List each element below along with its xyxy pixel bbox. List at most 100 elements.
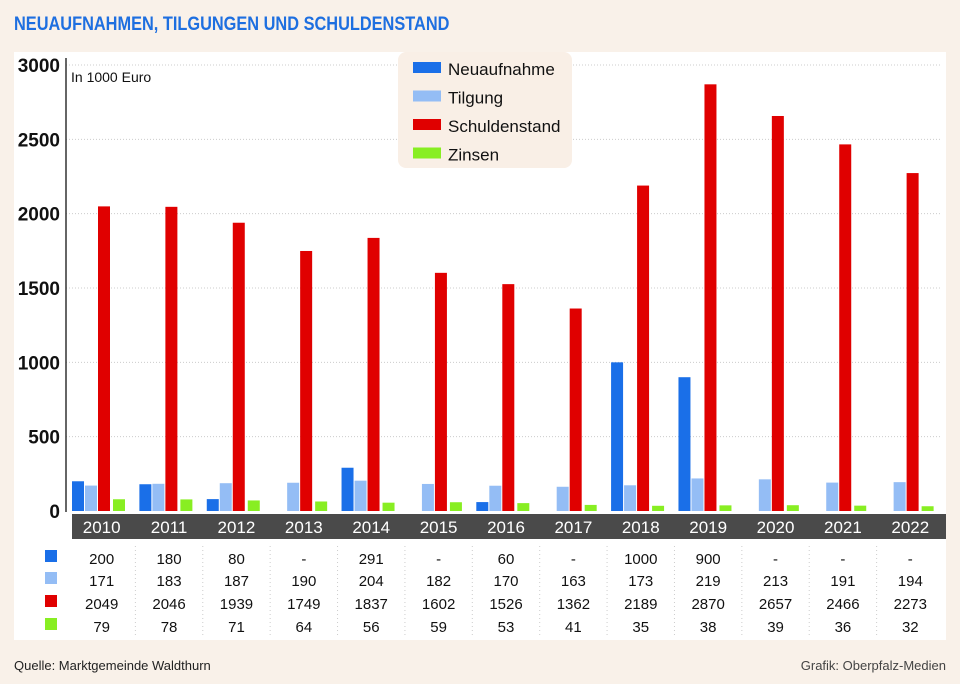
table-value: 64	[296, 619, 313, 636]
table-value: 71	[228, 619, 245, 636]
bar-zinsen-2017	[584, 504, 597, 511]
bar-tilgung-2020	[758, 479, 771, 511]
table-value: -	[571, 551, 576, 568]
table-value: 194	[898, 573, 923, 590]
bar-zinsen-2011	[180, 499, 193, 511]
bar-tilgung-2018	[624, 485, 637, 511]
table-value: 35	[632, 619, 649, 636]
bar-tilgung-2019	[691, 478, 704, 511]
bar-zinsen-2010	[113, 499, 125, 511]
bar-neuaufnahme-2018	[611, 362, 624, 511]
table-value: 291	[359, 551, 384, 568]
table-value: 173	[628, 573, 653, 590]
table-value: -	[301, 551, 306, 568]
bar-zinsen-2018	[652, 505, 665, 511]
bar-zinsen-2014	[382, 502, 395, 511]
bar-neuaufnahme-2016	[476, 502, 489, 511]
legend-label: Neuaufnahme	[448, 60, 555, 79]
y-tick-label: 500	[28, 428, 60, 449]
y-tick-label: 2500	[18, 130, 60, 151]
bar-zinsen-2020	[786, 505, 799, 511]
bar-zinsen-2015	[449, 502, 462, 511]
bar-neuaufnahme-2012	[206, 499, 219, 511]
y-tick-label: 3000	[18, 56, 60, 77]
bar-schuldenstand-2011	[165, 206, 178, 511]
table-value: -	[436, 551, 441, 568]
legend-swatch	[413, 147, 441, 159]
table-value: 1526	[489, 596, 522, 613]
table-value: 32	[902, 619, 919, 636]
bar-zinsen-2022	[921, 506, 934, 511]
table-value: 183	[157, 573, 182, 590]
x-tick-label: 2012	[218, 518, 256, 537]
bar-tilgung-2015	[421, 483, 434, 511]
bar-neuaufnahme-2014	[341, 467, 354, 511]
source-note: Quelle: Marktgemeinde Waldthurn	[14, 658, 211, 673]
table-value: 180	[157, 551, 182, 568]
bar-schuldenstand-2014	[367, 237, 380, 511]
table-value: 200	[89, 551, 114, 568]
table-value: 1749	[287, 596, 320, 613]
x-tick-label: 2021	[824, 518, 862, 537]
bar-schuldenstand-2018	[637, 185, 650, 511]
credit-note: Grafik: Oberpfalz-Medien	[800, 658, 946, 673]
table-value: 2049	[85, 596, 118, 613]
bar-schuldenstand-2019	[704, 84, 717, 512]
table-value: 2657	[759, 596, 792, 613]
legend-label: Tilgung	[448, 89, 503, 108]
bar-neuaufnahme-2010	[72, 481, 84, 511]
table-value: 79	[93, 619, 110, 636]
table-value: 213	[763, 573, 788, 590]
bar-schuldenstand-2013	[300, 250, 313, 511]
bar-schuldenstand-2010	[98, 206, 110, 511]
table-value: 80	[228, 551, 245, 568]
table-value: 1000	[624, 551, 657, 568]
table-value: 204	[359, 573, 384, 590]
x-tick-label: 2014	[352, 518, 390, 537]
year-band	[72, 514, 946, 539]
table-value: 41	[565, 619, 582, 636]
table-legend-swatch	[45, 550, 57, 562]
bar-tilgung-2021	[826, 482, 839, 511]
table-value: 1939	[220, 596, 253, 613]
legend-label: Zinsen	[448, 146, 499, 165]
table-value: 219	[696, 573, 721, 590]
table-legend-swatch	[45, 618, 57, 630]
x-tick-label: 2019	[689, 518, 727, 537]
bar-tilgung-2017	[556, 486, 569, 511]
table-value: 1837	[355, 596, 388, 613]
x-tick-label: 2017	[554, 518, 592, 537]
table-value: 191	[830, 573, 855, 590]
unit-label: In 1000 Euro	[71, 69, 151, 85]
table-value: 163	[561, 573, 586, 590]
table-value: 38	[700, 619, 717, 636]
table-value: -	[908, 551, 913, 568]
x-tick-label: 2022	[891, 518, 929, 537]
bar-zinsen-2019	[719, 505, 732, 511]
x-tick-label: 2011	[151, 518, 188, 537]
bar-schuldenstand-2012	[232, 222, 245, 511]
bar-zinsen-2012	[247, 500, 260, 511]
y-tick-label: 2000	[18, 205, 60, 226]
table-value: 39	[767, 619, 784, 636]
table-value: 171	[89, 573, 114, 590]
table-value: 2466	[826, 596, 859, 613]
table-value: 56	[363, 619, 380, 636]
bar-tilgung-2010	[85, 485, 97, 511]
table-value: 182	[426, 573, 451, 590]
x-tick-label: 2016	[487, 518, 525, 537]
table-value: 78	[161, 619, 178, 636]
bar-schuldenstand-2017	[569, 308, 582, 511]
table-value: 60	[498, 551, 515, 568]
x-tick-label: 2013	[285, 518, 323, 537]
bar-schuldenstand-2015	[434, 272, 447, 511]
bar-tilgung-2022	[893, 482, 906, 511]
y-tick-label: 0	[49, 502, 60, 523]
legend-swatch	[413, 119, 441, 130]
table-value: 59	[430, 619, 447, 636]
table-value: -	[773, 551, 778, 568]
y-tick-label: 1000	[18, 353, 60, 374]
x-tick-label: 2020	[757, 518, 795, 537]
chart-title: NEUAUFNAHMEN, TILGUNGEN UND SCHULDENSTAN…	[14, 14, 450, 35]
